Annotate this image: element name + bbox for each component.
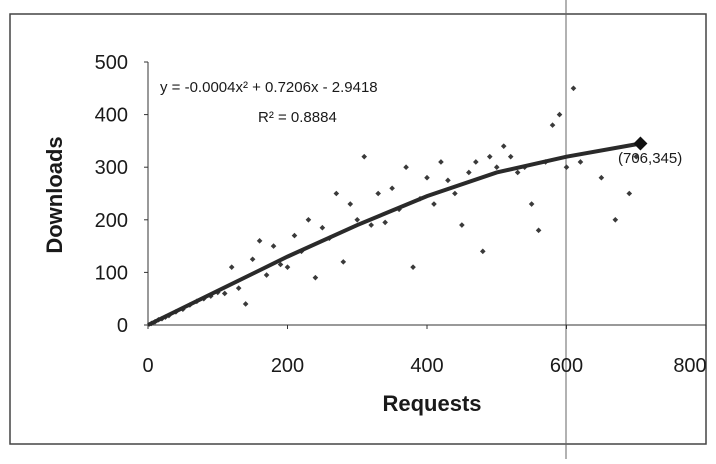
scatter-point xyxy=(228,264,235,270)
scatter-point xyxy=(347,201,354,207)
scatter-point xyxy=(312,274,319,281)
scatter-point xyxy=(633,153,640,160)
scatter-point xyxy=(493,164,500,170)
scatter-point xyxy=(368,222,374,228)
scatter-point xyxy=(486,153,493,160)
scatter-point xyxy=(403,164,409,170)
scatter-point xyxy=(340,259,347,265)
scatter-point xyxy=(361,153,368,160)
scatter-point xyxy=(570,85,577,92)
y-axis-label: Downloads xyxy=(42,136,67,253)
scatter-point xyxy=(556,111,563,118)
scatter-point xyxy=(466,169,472,176)
x-axis-label: Requests xyxy=(382,391,481,416)
scatter-point xyxy=(598,174,605,181)
scatter-point xyxy=(480,248,486,255)
scatter-point xyxy=(612,217,619,223)
y-tick-label: 300 xyxy=(95,157,128,179)
trend-line xyxy=(147,141,641,327)
scatter-point xyxy=(452,190,458,197)
scatter-point xyxy=(256,238,263,244)
scatter-point xyxy=(633,136,648,151)
x-tick-label: 200 xyxy=(271,355,304,377)
scatter-point xyxy=(277,261,284,268)
scatter-point xyxy=(563,164,570,170)
scatter-point xyxy=(375,190,381,197)
scatter-point xyxy=(291,232,298,239)
scatter-point xyxy=(438,159,444,165)
scatter-point xyxy=(263,272,270,278)
scatter-point xyxy=(577,159,584,165)
y-tick-label: 0 xyxy=(117,315,128,337)
scatter-point xyxy=(626,190,633,197)
y-tick-label: 100 xyxy=(95,262,128,284)
x-tick-label: 600 xyxy=(550,355,583,377)
scatter-point xyxy=(382,219,388,226)
x-tick-label: 0 xyxy=(142,355,153,377)
scatter-point xyxy=(473,159,479,165)
annotation: (706,345) xyxy=(618,150,682,167)
scatter-point xyxy=(284,264,291,270)
scatter-point xyxy=(221,290,228,297)
scatter-point xyxy=(424,174,430,181)
equation: y = -0.0004x² + 0.7206x - 2.9418 xyxy=(160,79,378,96)
scatter-point xyxy=(431,201,437,207)
frame xyxy=(9,13,707,445)
scatter-point xyxy=(235,285,242,291)
scatter-point xyxy=(410,264,416,270)
scatter-point xyxy=(514,169,521,176)
scatter-point xyxy=(319,224,326,231)
y-tick-label: 500 xyxy=(95,52,128,74)
r-squared: R² = 0.8884 xyxy=(258,109,337,126)
scatter-point xyxy=(389,185,395,192)
scatter-point xyxy=(507,153,514,160)
scatter-point xyxy=(333,190,340,197)
scatter-point xyxy=(249,256,256,263)
scatter-point xyxy=(242,301,249,307)
scatter-point xyxy=(528,201,535,207)
scatter-point xyxy=(270,243,277,249)
scatter-point xyxy=(354,217,361,223)
scatter-point xyxy=(305,217,312,223)
x-tick-label: 800 xyxy=(673,355,706,377)
y-tick-label: 400 xyxy=(95,105,128,127)
scatter-point xyxy=(445,177,451,184)
scatter-point xyxy=(500,143,507,149)
scatter-point xyxy=(549,122,556,128)
y-tick-label: 200 xyxy=(95,210,128,232)
scatter-point xyxy=(535,227,542,234)
scatter-point xyxy=(459,222,465,228)
x-tick-label: 400 xyxy=(410,355,443,377)
